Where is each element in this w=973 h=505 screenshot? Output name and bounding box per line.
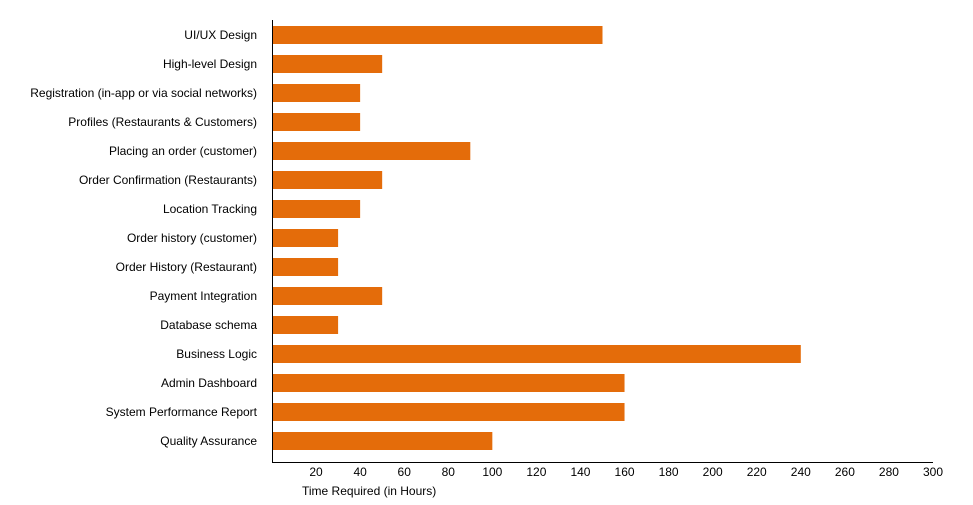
x-tick-label: 300 (923, 465, 943, 479)
x-tick-label: 60 (398, 465, 412, 479)
bar (273, 374, 625, 392)
bar (273, 229, 339, 247)
category-label: System Performance Report (106, 405, 258, 419)
x-tick-label: 220 (747, 465, 767, 479)
x-tick-label: 80 (442, 465, 456, 479)
bar (273, 432, 493, 450)
category-label: Payment Integration (150, 289, 257, 303)
x-tick-label: 120 (526, 465, 546, 479)
x-tick-label: 240 (791, 465, 811, 479)
bar (273, 142, 471, 160)
x-tick-label: 160 (615, 465, 635, 479)
x-tick-label: 280 (879, 465, 899, 479)
category-labels: UI/UX Design High-level Design Registratio… (30, 28, 257, 448)
category-label: Admin Dashboard (161, 376, 257, 390)
bar (273, 84, 361, 102)
category-label: UI/UX Design (184, 28, 257, 42)
bars-group (273, 26, 801, 450)
category-label: Location Tracking (163, 202, 257, 216)
bar (273, 258, 339, 276)
category-label: Placing an order (customer) (109, 144, 257, 158)
category-label: Order Confirmation (Restaurants) (79, 173, 257, 187)
x-tick-label: 20 (309, 465, 323, 479)
bar (273, 55, 383, 73)
category-label: Database schema (160, 318, 257, 332)
x-axis-title: Time Required (in Hours) (302, 484, 436, 498)
category-label: Profiles (Restaurants & Customers) (68, 115, 257, 129)
bar (273, 113, 361, 131)
bar (273, 26, 603, 44)
x-tick-label: 200 (703, 465, 723, 479)
bar (273, 345, 801, 363)
bar (273, 403, 625, 421)
x-tick-label: 260 (835, 465, 855, 479)
category-label: High-level Design (163, 57, 257, 71)
x-tick-label: 100 (482, 465, 502, 479)
bar (273, 287, 383, 305)
category-label: Registration (in-app or via social netwo… (30, 86, 257, 100)
category-label: Quality Assurance (160, 434, 257, 448)
bar (273, 200, 361, 218)
category-label: Order history (customer) (127, 231, 257, 245)
category-label: Order History (Restaurant) (116, 260, 257, 274)
x-tick-labels: 20 40 60 80 100 120 140 160 180 200 220 240 260 280 30… (309, 465, 943, 479)
bar (273, 316, 339, 334)
x-tick-label: 40 (353, 465, 367, 479)
x-tick-label: 180 (659, 465, 679, 479)
x-tick-label: 140 (570, 465, 590, 479)
category-label: Business Logic (176, 347, 257, 361)
bar (273, 171, 383, 189)
